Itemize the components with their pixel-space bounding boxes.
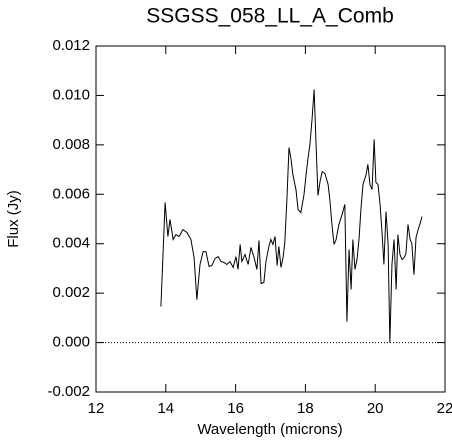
plot-frame — [95, 45, 446, 393]
y-axis-label: Flux (Jy) — [5, 190, 22, 248]
y-tick-label: 0.008 — [52, 136, 90, 153]
y-tick-label: 0.006 — [52, 185, 90, 202]
data-line — [160, 89, 423, 343]
y-tick-label: 0.002 — [52, 284, 90, 301]
y-tick-label: 0.010 — [52, 86, 90, 103]
x-tick-label: 14 — [157, 400, 174, 417]
chart-title: SSGSS_058_LL_A_Comb — [146, 5, 394, 28]
x-tick-label: 22 — [437, 400, 452, 417]
x-tick-label: 20 — [367, 400, 384, 417]
x-tick-label: 18 — [297, 400, 314, 417]
y-tick-label: 0.004 — [52, 235, 90, 252]
y-tick-label: 0.000 — [52, 334, 90, 351]
y-tick-label: -0.002 — [47, 383, 90, 400]
x-axis-label: Wavelength (microns) — [197, 421, 342, 438]
x-tick-label: 16 — [227, 400, 244, 417]
x-tick-label: 12 — [88, 400, 105, 417]
y-tick-label: 0.012 — [52, 37, 90, 54]
